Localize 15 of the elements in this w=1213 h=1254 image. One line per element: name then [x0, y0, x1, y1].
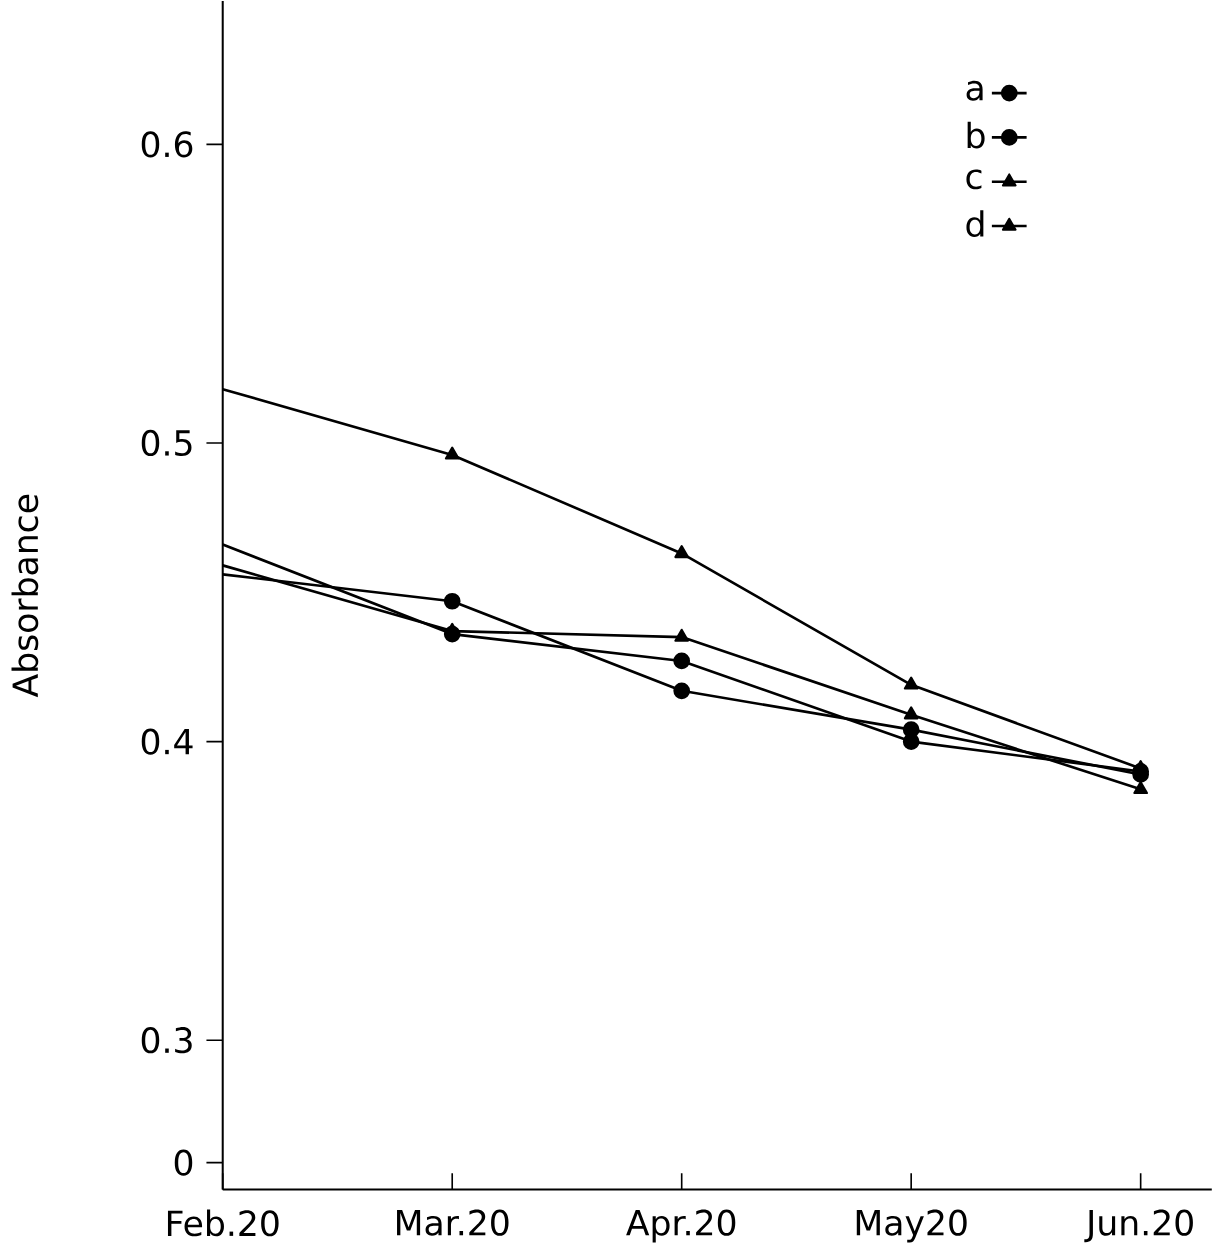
legend-label: c — [966, 169, 982, 190]
x-tick-label: Mar.20 — [397, 1209, 509, 1236]
x-tick-label: Jun.20 — [1084, 1209, 1194, 1243]
y-tick-label: 0.5 — [141, 429, 192, 457]
y-tick-label: 0.4 — [141, 728, 193, 755]
legend-label: d — [966, 210, 984, 238]
y-axis-title: Absorbance — [11, 494, 39, 698]
legend-label: b — [967, 121, 985, 149]
y-tick-label: 0.6 — [141, 131, 193, 158]
x-tick-label: May20 — [856, 1209, 967, 1243]
y-tick-label: 0 — [174, 1149, 193, 1176]
y-tick-label: 0.3 — [141, 1027, 192, 1054]
x-tick-label: Feb.20 — [168, 1209, 279, 1237]
legend-label: a — [966, 80, 983, 101]
x-tick-label: Apr.20 — [626, 1209, 736, 1243]
